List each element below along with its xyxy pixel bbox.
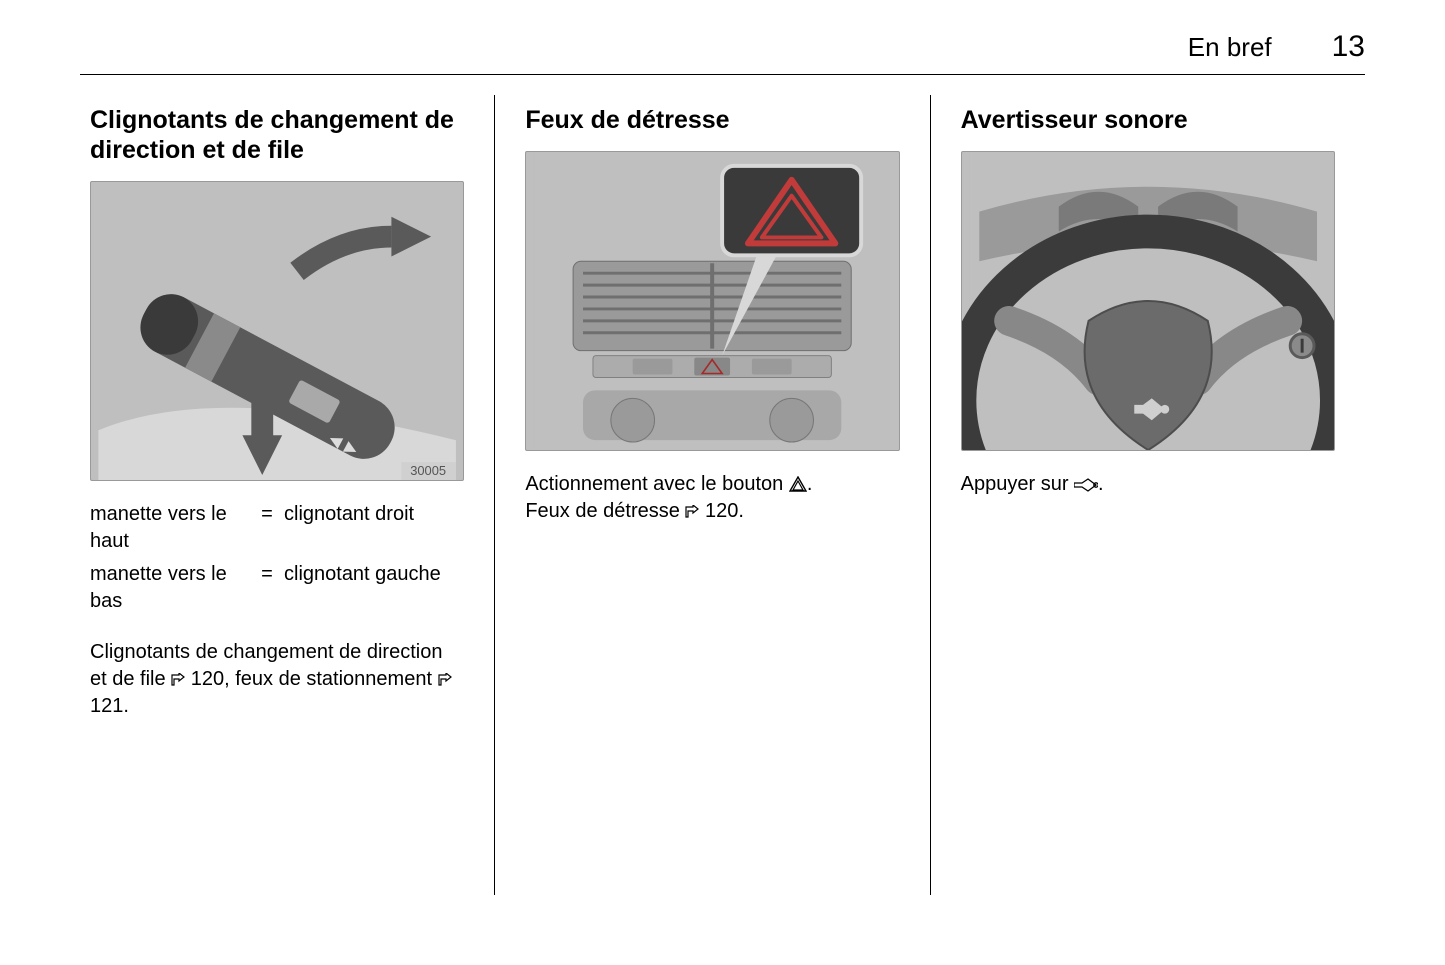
column-horn: Avertisseur sonore — [930, 95, 1365, 895]
reference-paragraph: Clignotants de changement de direc­tion … — [90, 639, 464, 720]
text-fragment: Appuyer sur — [961, 473, 1074, 495]
page-ref-icon — [171, 673, 185, 687]
column-hazard-lights: Feux de détresse — [494, 95, 929, 895]
horn-line: Appuyer sur . — [961, 471, 1335, 498]
wheel-svg — [962, 152, 1334, 450]
page-ref-icon — [685, 505, 699, 519]
section-title: Avertisseur sonore — [961, 105, 1335, 135]
section-title: Clignotants de changement de direction e… — [90, 105, 464, 165]
def-right: clignotant gauche — [284, 561, 441, 621]
stalk-svg: 30005 — [91, 182, 463, 480]
text-fragment: 120. — [699, 500, 743, 522]
horn-icon — [1074, 478, 1098, 492]
header-title: En bref — [1188, 32, 1272, 63]
def-eq: = — [250, 501, 284, 561]
text-fragment: . — [807, 473, 813, 495]
definitions-table: manette vers le haut = clignotant droit … — [90, 501, 441, 621]
turn-signal-illustration: 30005 — [90, 181, 464, 481]
hazard-illustration — [525, 151, 899, 451]
page-header: En bref 13 — [80, 30, 1365, 75]
hazard-line2: Feux de détresse 120. — [525, 498, 899, 525]
def-eq: = — [250, 561, 284, 621]
section-title: Feux de détresse — [525, 105, 899, 135]
text-fragment: . — [1098, 473, 1104, 495]
air-vent — [573, 261, 851, 350]
text-fragment: Actionnement avec le bouton — [525, 473, 789, 495]
text-fragment: Feux de détresse — [525, 500, 685, 522]
column-turn-signals: Clignotants de changement de direction e… — [80, 95, 494, 895]
hazard-button — [695, 358, 731, 376]
image-code: 30005 — [410, 463, 446, 478]
def-left: manette vers le bas — [90, 561, 250, 621]
def-left: manette vers le haut — [90, 501, 250, 561]
table-row: manette vers le haut = clignotant droit — [90, 501, 441, 561]
table-row: manette vers le bas = clignotant gauche — [90, 561, 441, 621]
page-ref-icon — [438, 673, 452, 687]
arrow-up-icon — [297, 217, 431, 272]
page-number: 13 — [1332, 30, 1365, 64]
text-fragment: 120, feux de station­nement — [185, 668, 437, 690]
horn-illustration — [961, 151, 1335, 451]
text-fragment: 121. — [90, 695, 129, 717]
hazard-line1: Actionnement avec le bouton . — [525, 471, 899, 498]
hazard-svg — [526, 152, 898, 450]
hazard-triangle-icon — [789, 476, 807, 492]
content-columns: Clignotants de changement de direction e… — [80, 95, 1365, 895]
def-right: clignotant droit — [284, 501, 441, 561]
